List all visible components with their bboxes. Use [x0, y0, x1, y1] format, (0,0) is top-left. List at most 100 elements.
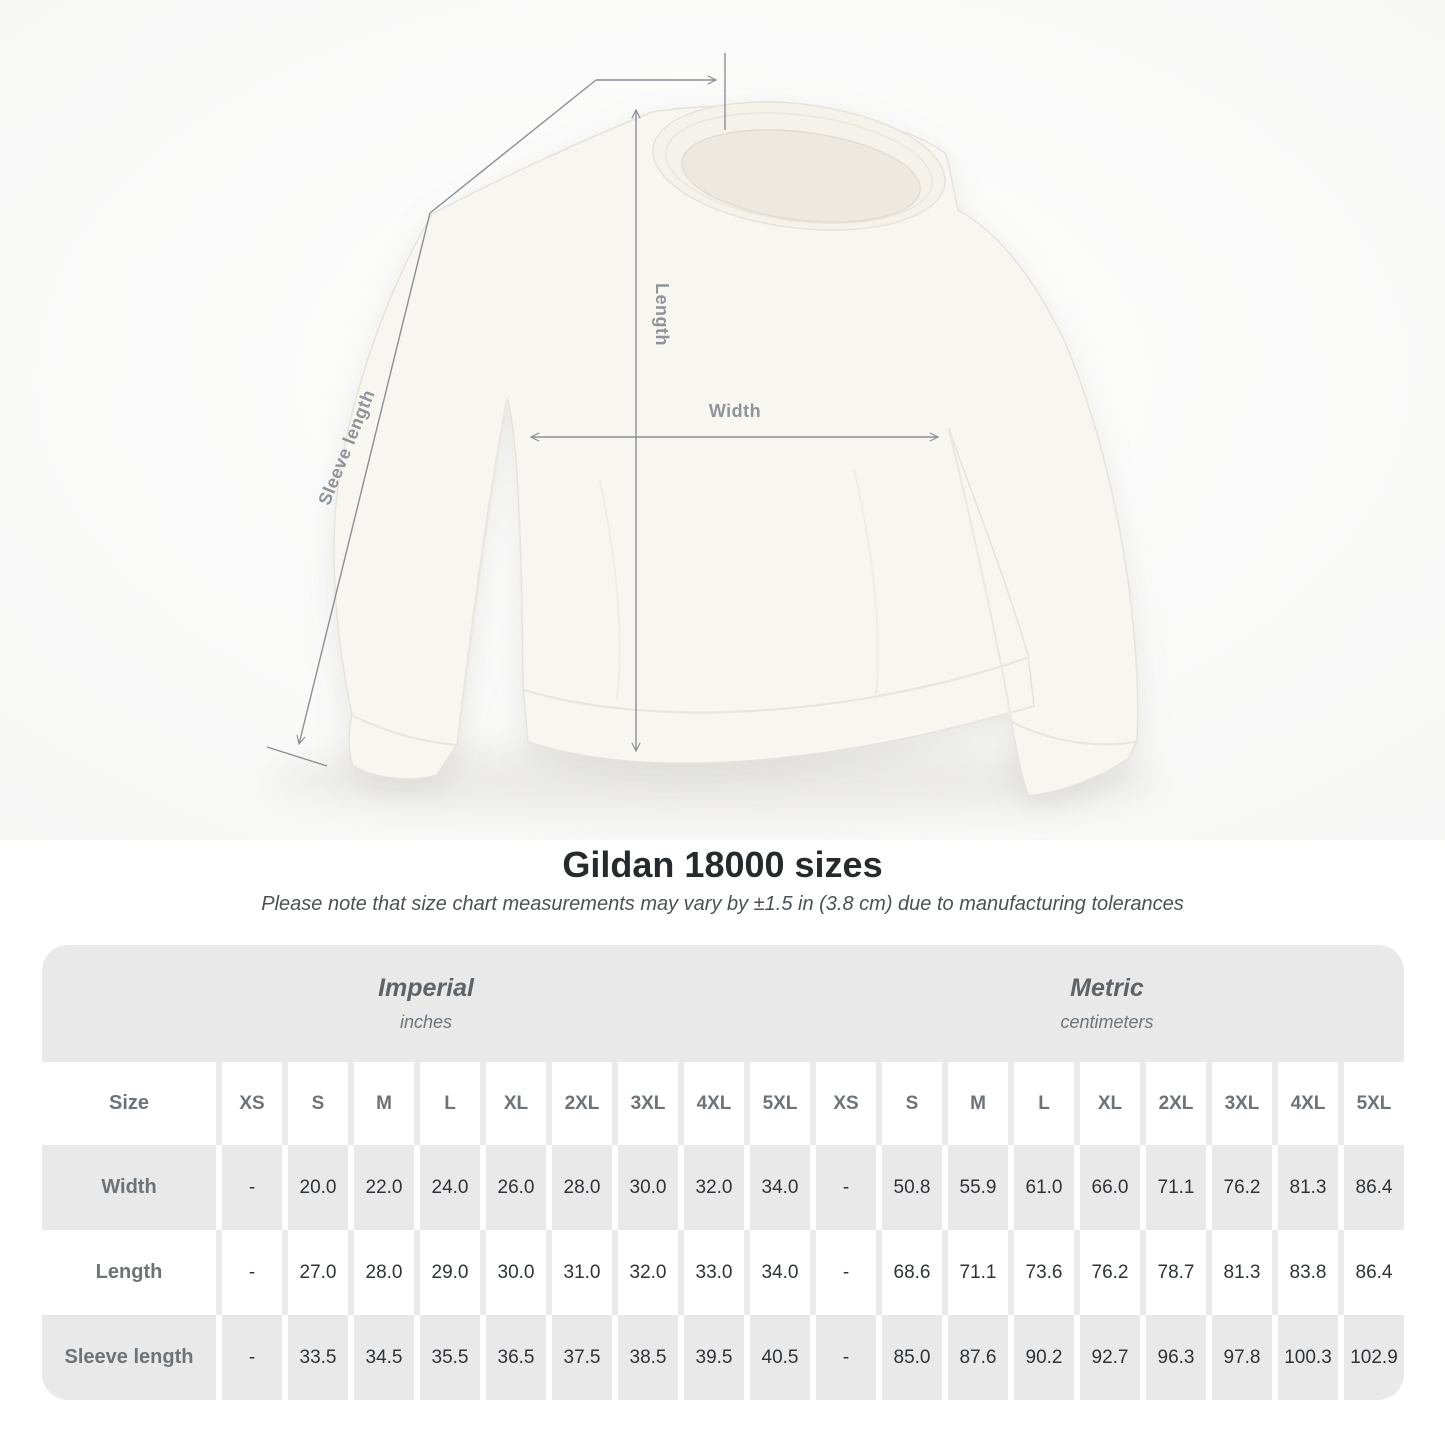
value-cell: 26.0	[480, 1145, 546, 1230]
value-cell: 34.5	[348, 1315, 414, 1400]
value-cell: 34.0	[744, 1145, 810, 1230]
value-cell: 100.3	[1272, 1315, 1338, 1400]
value-cell: 50.8	[876, 1145, 942, 1230]
value-cell: -	[216, 1145, 282, 1230]
fold-line-right	[853, 469, 879, 701]
size-table: Imperial inches Metric centimeters Size X…	[42, 945, 1404, 1400]
collar-seam	[665, 112, 933, 224]
value-cell: 85.0	[876, 1315, 942, 1400]
value-cell: 37.5	[546, 1315, 612, 1400]
sleeve-cuff-tick	[266, 746, 328, 767]
value-cell: -	[810, 1230, 876, 1315]
value-cell: 92.7	[1074, 1315, 1140, 1400]
value-cell: 33.5	[282, 1315, 348, 1400]
value-cell: -	[216, 1315, 282, 1400]
right-sleeve-body-seam	[948, 429, 1012, 719]
value-cell: 30.0	[480, 1230, 546, 1315]
size-header-cell: 2XL	[546, 1062, 612, 1145]
sleeve-upper-diagonal	[429, 79, 597, 214]
value-cell: 76.2	[1074, 1230, 1140, 1315]
value-cell: 35.5	[414, 1315, 480, 1400]
value-cell: 73.6	[1008, 1230, 1074, 1315]
metric-band-title: Metric	[1070, 974, 1144, 1002]
garment-shadow	[270, 744, 1160, 816]
value-cell: 87.6	[942, 1315, 1008, 1400]
value-cell: 86.4	[1338, 1145, 1404, 1230]
metric-band: Metric centimeters	[810, 945, 1404, 1062]
imperial-band-unit: inches	[399, 1012, 453, 1032]
value-cell: 81.3	[1206, 1230, 1272, 1315]
size-header-cell: 2XL	[1140, 1062, 1206, 1145]
sweatshirt-measurement-diagram: Length Width Sleeve length	[0, 0, 1445, 840]
value-cell: 83.8	[1272, 1230, 1338, 1315]
value-cell: 33.0	[678, 1230, 744, 1315]
imperial-band-title: Imperial	[378, 974, 474, 1002]
value-cell: -	[810, 1145, 876, 1230]
row-label-cell: Sleeve length	[42, 1315, 216, 1400]
value-cell: 97.8	[1206, 1315, 1272, 1400]
value-cell: 34.0	[744, 1230, 810, 1315]
value-cell: 39.5	[678, 1315, 744, 1400]
length-measure-label: Length	[652, 283, 672, 346]
value-cell: -	[810, 1315, 876, 1400]
size-header-cell: 3XL	[1206, 1062, 1272, 1145]
left-sleeve-body-seam	[457, 399, 508, 743]
size-corner-cell: Size	[42, 1062, 216, 1145]
size-header-cell: 3XL	[612, 1062, 678, 1145]
value-cell: 71.1	[1140, 1145, 1206, 1230]
size-header-cell: 4XL	[678, 1062, 744, 1145]
value-cell: 78.7	[1140, 1230, 1206, 1315]
tolerance-note: Please note that size chart measurements…	[261, 893, 1184, 915]
value-cell: 96.3	[1140, 1315, 1206, 1400]
value-cell: 28.0	[546, 1145, 612, 1230]
size-header-cell: S	[876, 1062, 942, 1145]
value-cell: 71.1	[942, 1230, 1008, 1315]
value-cell: 40.5	[744, 1315, 810, 1400]
sweatshirt-illustration	[0, 0, 1445, 840]
size-header-cell: M	[942, 1062, 1008, 1145]
value-cell: 20.0	[282, 1145, 348, 1230]
value-cell: 55.9	[942, 1145, 1008, 1230]
value-cell: 66.0	[1074, 1145, 1140, 1230]
page-title: Gildan 18000 sizes	[562, 844, 883, 885]
imperial-band: Imperial inches	[42, 945, 810, 1062]
size-header-cell: 4XL	[1272, 1062, 1338, 1145]
value-cell: 38.5	[612, 1315, 678, 1400]
value-cell: 76.2	[1206, 1145, 1272, 1230]
value-cell: 32.0	[612, 1230, 678, 1315]
left-cuff-seam	[352, 715, 457, 746]
value-cell: 86.4	[1338, 1230, 1404, 1315]
row-label-cell: Width	[42, 1145, 216, 1230]
size-header-cell: XL	[1074, 1062, 1140, 1145]
fold-line-left	[599, 479, 621, 701]
size-header-cell: 5XL	[744, 1062, 810, 1145]
row-label-cell: Length	[42, 1230, 216, 1315]
size-header-cell: L	[414, 1062, 480, 1145]
sleeve-lower-diagonal	[296, 212, 431, 746]
value-cell: 102.9	[1338, 1315, 1404, 1400]
right-cuff-seam	[1011, 721, 1137, 746]
value-cell: -	[216, 1230, 282, 1315]
value-cell: 61.0	[1008, 1145, 1074, 1230]
value-cell: 29.0	[414, 1230, 480, 1315]
metric-band-unit: centimeters	[1060, 1012, 1154, 1032]
measurement-lines	[266, 53, 940, 767]
size-header-cell: L	[1008, 1062, 1074, 1145]
sweatshirt-garment	[333, 101, 1139, 797]
size-header-cell: XS	[810, 1062, 876, 1145]
value-cell: 28.0	[348, 1230, 414, 1315]
value-cell: 24.0	[414, 1145, 480, 1230]
waistband-seam	[523, 657, 1028, 714]
size-header-cell: XL	[480, 1062, 546, 1145]
value-cell: 30.0	[612, 1145, 678, 1230]
width-measure-label: Width	[708, 401, 762, 421]
size-header-cell: XS	[216, 1062, 282, 1145]
value-cell: 22.0	[348, 1145, 414, 1230]
value-cell: 81.3	[1272, 1145, 1338, 1230]
value-cell: 90.2	[1008, 1315, 1074, 1400]
collar-opening	[681, 129, 921, 223]
value-cell: 68.6	[876, 1230, 942, 1315]
value-cell: 27.0	[282, 1230, 348, 1315]
value-cell: 31.0	[546, 1230, 612, 1315]
